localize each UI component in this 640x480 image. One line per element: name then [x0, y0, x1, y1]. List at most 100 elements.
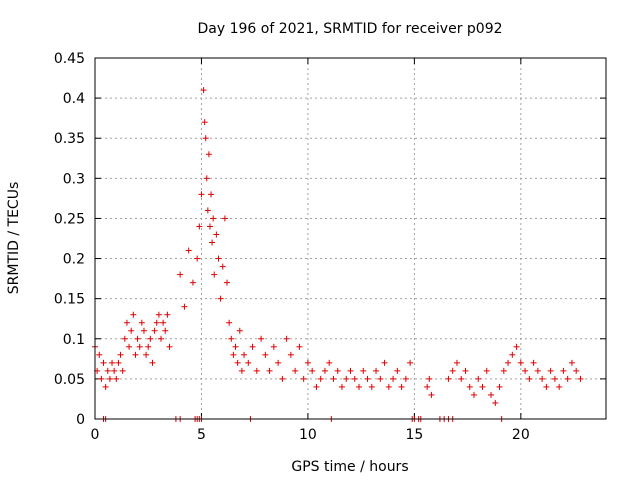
data-point — [560, 367, 567, 374]
data-point — [534, 367, 541, 374]
data-point — [321, 367, 328, 374]
data-point — [496, 383, 503, 390]
y-tick-label: 0.15 — [54, 292, 85, 308]
data-point — [394, 367, 401, 374]
data-point — [513, 343, 520, 350]
data-point — [149, 359, 156, 366]
tick-labels: 0 0.05 0.1 0.15 0.2 0.25 0.3 0.35 0.4 0.45 0 5 10 15 2… — [54, 51, 530, 443]
data-point — [479, 383, 486, 390]
data-point — [236, 327, 243, 334]
data-point — [275, 359, 282, 366]
data-point — [143, 351, 150, 358]
data-point — [138, 319, 145, 326]
data-point — [309, 367, 316, 374]
y-tick-label: 0.4 — [63, 91, 85, 107]
data-point — [488, 391, 495, 398]
data-point — [347, 367, 354, 374]
data-point — [130, 311, 137, 318]
x-tick-label: 0 — [91, 427, 100, 443]
data-point — [121, 335, 128, 342]
data-point — [262, 351, 269, 358]
data-point — [115, 359, 122, 366]
data-point — [160, 319, 167, 326]
data-point — [201, 119, 208, 126]
data-point — [213, 231, 220, 238]
data-point — [449, 367, 456, 374]
data-point — [377, 375, 384, 382]
tick-layer — [94, 57, 606, 420]
data-point — [462, 367, 469, 374]
data-point — [238, 367, 245, 374]
data-point — [128, 327, 135, 334]
x-tick-label: 20 — [512, 427, 530, 443]
data-point — [249, 343, 256, 350]
data-point — [390, 375, 397, 382]
data-point — [202, 135, 209, 142]
data-point — [522, 367, 529, 374]
data-point — [177, 271, 184, 278]
data-point — [543, 383, 550, 390]
data-point — [158, 335, 165, 342]
data-point — [153, 319, 160, 326]
data-point — [206, 223, 213, 230]
data-point — [402, 375, 409, 382]
data-point — [526, 375, 533, 382]
y-axis-label: SRMTID / TECUs — [6, 182, 22, 295]
data-point — [155, 311, 162, 318]
data-point — [470, 391, 477, 398]
data-point — [258, 335, 265, 342]
data-point — [360, 367, 367, 374]
data-point — [407, 359, 414, 366]
data-point — [317, 375, 324, 382]
data-point — [198, 191, 205, 198]
data-point — [373, 367, 380, 374]
data-point — [547, 367, 554, 374]
data-point — [458, 375, 465, 382]
data-point — [224, 279, 231, 286]
data-point — [296, 343, 303, 350]
data-point — [140, 327, 147, 334]
data-point — [283, 335, 290, 342]
data-point — [132, 351, 139, 358]
data-point — [556, 383, 563, 390]
data-point — [424, 383, 431, 390]
y-tick-label: 0.35 — [54, 131, 85, 147]
data-point — [219, 263, 226, 270]
data-point — [119, 367, 126, 374]
data-point — [221, 215, 228, 222]
data-point — [162, 327, 169, 334]
data-point — [104, 367, 111, 374]
data-point — [203, 175, 210, 182]
data-point — [551, 375, 558, 382]
y-tick-label: 0.25 — [54, 211, 85, 227]
data-point — [113, 375, 120, 382]
data-point — [287, 351, 294, 358]
data-point — [205, 151, 212, 158]
data-point — [334, 367, 341, 374]
data-point — [381, 359, 388, 366]
data-point — [356, 383, 363, 390]
data-point — [338, 383, 345, 390]
data-point — [196, 223, 203, 230]
data-point — [106, 375, 113, 382]
data-point — [568, 359, 575, 366]
data-point — [117, 351, 124, 358]
data-point — [96, 351, 103, 358]
data-point — [279, 375, 286, 382]
data-point — [98, 375, 105, 382]
data-point — [234, 359, 241, 366]
grid-layer — [95, 58, 606, 419]
data-point — [343, 375, 350, 382]
data-point — [126, 343, 133, 350]
data-points — [92, 87, 584, 422]
x-tick-label: 10 — [299, 427, 317, 443]
data-point — [577, 375, 584, 382]
data-point — [253, 367, 260, 374]
data-point — [313, 383, 320, 390]
data-point — [428, 391, 435, 398]
y-tick-label: 0.05 — [54, 372, 85, 388]
data-point — [509, 351, 516, 358]
data-point — [300, 375, 307, 382]
data-point — [217, 295, 224, 302]
